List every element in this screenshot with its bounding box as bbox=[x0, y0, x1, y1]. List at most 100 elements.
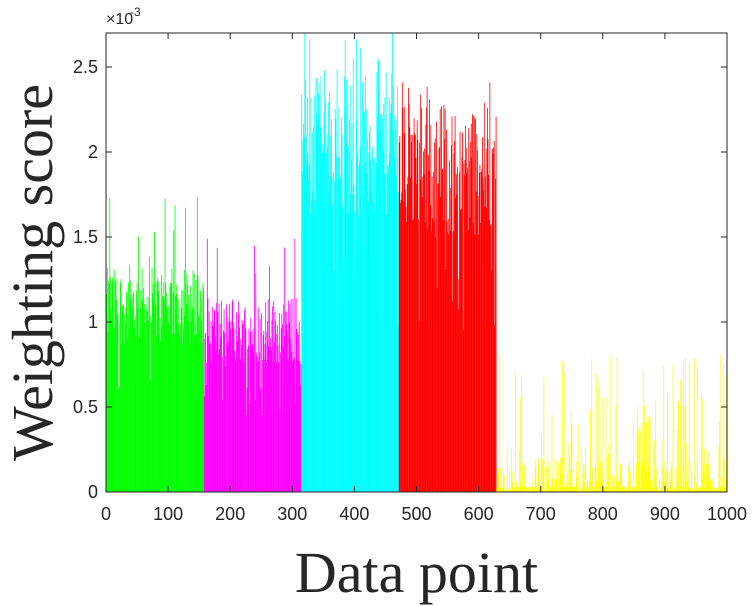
bar bbox=[477, 150, 478, 493]
bar bbox=[445, 129, 447, 492]
bar bbox=[242, 321, 244, 492]
bar bbox=[226, 344, 228, 492]
bar bbox=[239, 339, 241, 492]
bar bbox=[508, 488, 510, 492]
x-tick-label: 200 bbox=[215, 504, 245, 524]
bar bbox=[696, 483, 698, 492]
bar bbox=[526, 487, 528, 492]
y-axis-ticks: 0 0.5 1 1.5 2 2.5 bbox=[73, 57, 727, 502]
bar bbox=[725, 487, 727, 492]
bar bbox=[216, 303, 218, 492]
bar bbox=[482, 178, 484, 492]
bar bbox=[464, 175, 465, 492]
bar bbox=[674, 488, 676, 492]
bar bbox=[504, 490, 506, 492]
bar bbox=[375, 201, 377, 493]
bar bbox=[410, 135, 412, 493]
bar bbox=[188, 294, 190, 492]
bar bbox=[288, 300, 290, 492]
bar bbox=[678, 402, 680, 492]
bar bbox=[582, 473, 584, 492]
x-axis-label: Data point bbox=[295, 540, 538, 605]
bar bbox=[595, 373, 597, 492]
bar bbox=[389, 153, 391, 492]
bar bbox=[113, 320, 114, 492]
bar bbox=[183, 269, 185, 492]
bar bbox=[485, 176, 486, 492]
bar bbox=[550, 486, 552, 492]
bar bbox=[616, 479, 617, 492]
y-multiplier-label: ×10 bbox=[106, 11, 133, 28]
bar bbox=[291, 361, 293, 492]
bar bbox=[211, 362, 213, 492]
bar bbox=[637, 427, 639, 492]
bar bbox=[529, 486, 531, 492]
bar bbox=[585, 446, 586, 492]
bar bbox=[298, 334, 299, 492]
bar bbox=[223, 330, 224, 492]
bar bbox=[415, 157, 417, 492]
bar bbox=[322, 143, 324, 493]
bar bbox=[500, 467, 502, 492]
bar bbox=[284, 335, 286, 492]
bar bbox=[303, 136, 305, 492]
bar bbox=[151, 322, 152, 492]
bar bbox=[208, 311, 210, 492]
bar bbox=[685, 357, 686, 492]
bar bbox=[698, 488, 699, 492]
bar bbox=[205, 384, 207, 492]
bar bbox=[398, 142, 400, 493]
bar bbox=[576, 461, 578, 492]
bar bbox=[672, 489, 673, 492]
bar bbox=[363, 195, 365, 493]
bar bbox=[301, 94, 303, 492]
bar bbox=[285, 324, 287, 492]
bar bbox=[393, 115, 395, 493]
bar bbox=[709, 486, 711, 492]
bar bbox=[133, 328, 135, 492]
bar bbox=[498, 468, 499, 492]
bar bbox=[193, 311, 195, 492]
bar bbox=[160, 274, 162, 492]
bar bbox=[181, 290, 183, 492]
bar bbox=[515, 489, 517, 492]
bar bbox=[409, 178, 411, 493]
bar bbox=[434, 142, 435, 493]
bar bbox=[152, 293, 154, 492]
bar bbox=[686, 489, 688, 492]
bar bbox=[314, 95, 316, 492]
bar bbox=[422, 177, 424, 492]
bar bbox=[680, 379, 681, 492]
bar bbox=[500, 488, 501, 492]
bar bbox=[208, 336, 209, 492]
bar bbox=[264, 344, 266, 492]
bar bbox=[624, 486, 626, 492]
bar bbox=[619, 463, 621, 492]
bar bbox=[267, 299, 269, 492]
bar bbox=[418, 219, 419, 492]
bar bbox=[460, 208, 462, 493]
bar bbox=[385, 185, 386, 492]
bar bbox=[423, 151, 424, 492]
bar bbox=[438, 148, 440, 492]
bar bbox=[190, 286, 191, 492]
bar bbox=[350, 85, 352, 492]
bar bbox=[567, 442, 569, 492]
bar bbox=[486, 208, 488, 492]
bar bbox=[570, 412, 572, 492]
x-tick-label: 700 bbox=[526, 504, 556, 524]
bar bbox=[483, 190, 485, 492]
bar bbox=[294, 238, 296, 492]
bar bbox=[111, 323, 113, 492]
bar bbox=[547, 489, 549, 492]
bar bbox=[489, 82, 491, 493]
bar bbox=[155, 304, 157, 492]
bar bbox=[679, 463, 681, 492]
bar bbox=[370, 160, 372, 492]
bar bbox=[130, 299, 132, 492]
bar bbox=[380, 312, 382, 492]
bar bbox=[474, 234, 476, 492]
bar bbox=[488, 174, 490, 492]
bar bbox=[685, 443, 687, 492]
bar bbox=[583, 463, 585, 492]
